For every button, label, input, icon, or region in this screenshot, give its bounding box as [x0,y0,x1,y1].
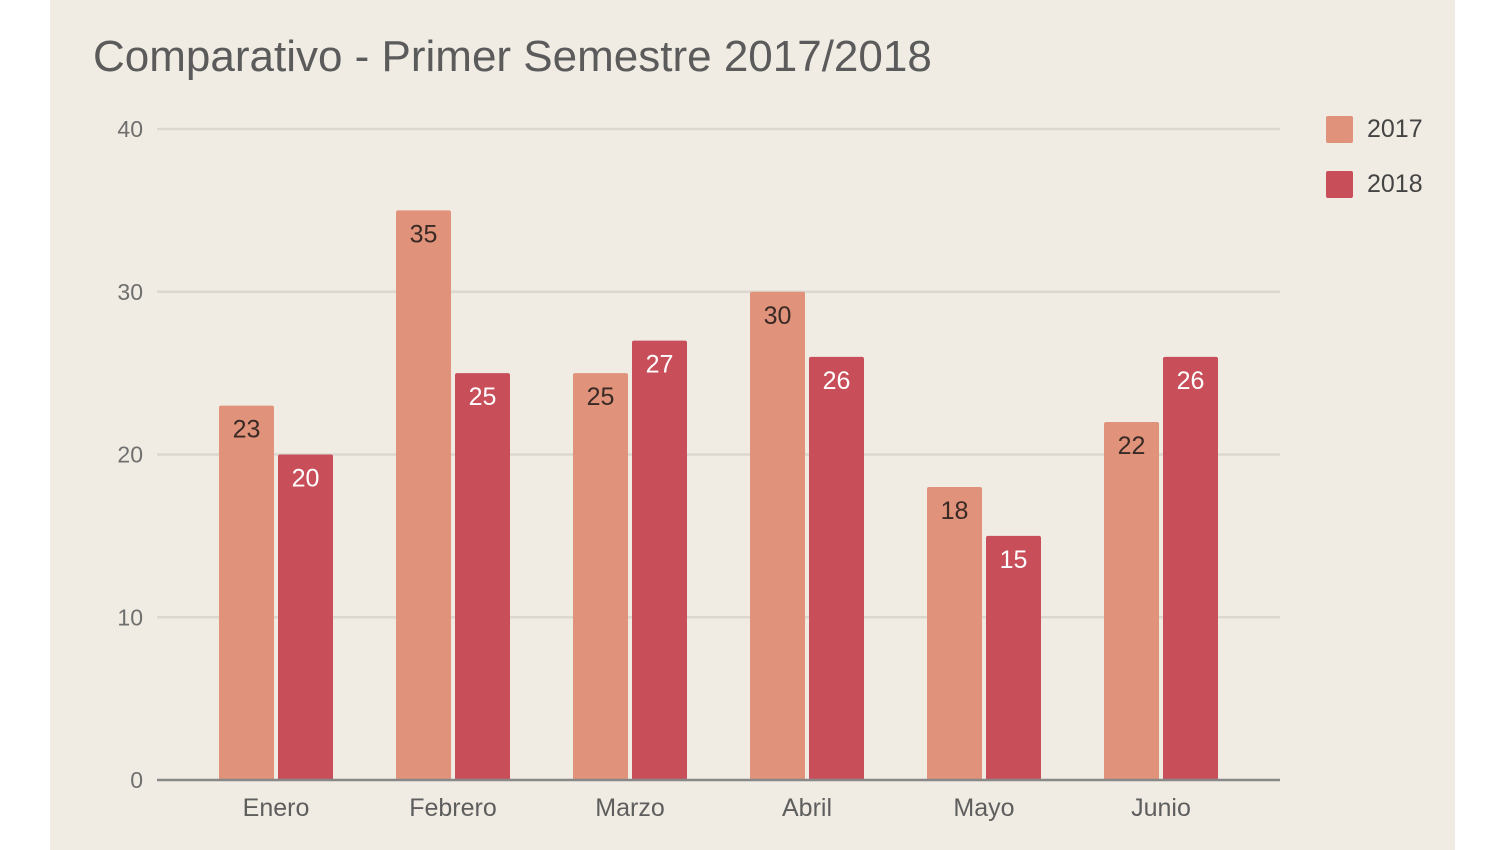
legend-swatch-2017 [1326,116,1353,143]
data-label: 15 [1000,546,1028,574]
data-label: 23 [233,416,261,444]
legend-swatch-2018 [1326,171,1353,198]
bar [455,373,510,780]
data-label: 25 [469,383,497,411]
chart-title: Comparativo - Primer Semestre 2017/2018 [93,32,932,81]
legend-label-2018: 2018 [1367,170,1423,198]
x-tick-label: Abril [782,794,832,822]
bar [1163,356,1218,780]
bar [278,454,333,780]
data-label: 27 [646,351,674,379]
data-label: 26 [823,367,851,395]
x-tick-label: Marzo [595,794,664,822]
bar [219,405,274,780]
y-tick-label: 30 [117,279,143,305]
bar [986,535,1041,780]
x-tick-label: Enero [243,794,310,822]
bar [573,373,628,780]
y-tick-label: 10 [117,604,143,630]
data-label: 25 [587,383,615,411]
y-tick-label: 40 [117,116,143,142]
bar [809,356,864,780]
data-label: 26 [1177,367,1205,395]
data-label: 35 [410,220,438,248]
x-tick-label: Junio [1131,794,1191,822]
bar [1104,421,1159,780]
bar [927,487,982,780]
data-label: 22 [1118,432,1146,460]
legend-item-2018: 2018 [1326,170,1423,199]
y-tick-label: 20 [117,442,143,468]
bar [750,291,805,780]
legend-item-2017: 2017 [1326,115,1423,144]
data-label: 18 [941,497,969,525]
data-label: 20 [292,465,320,493]
data-label: 30 [764,302,792,330]
bar [632,340,687,780]
bar [396,210,451,780]
legend-label-2017: 2017 [1367,115,1423,143]
y-tick-label: 0 [130,767,143,793]
x-tick-label: Febrero [409,794,497,822]
x-tick-label: Mayo [953,794,1014,822]
